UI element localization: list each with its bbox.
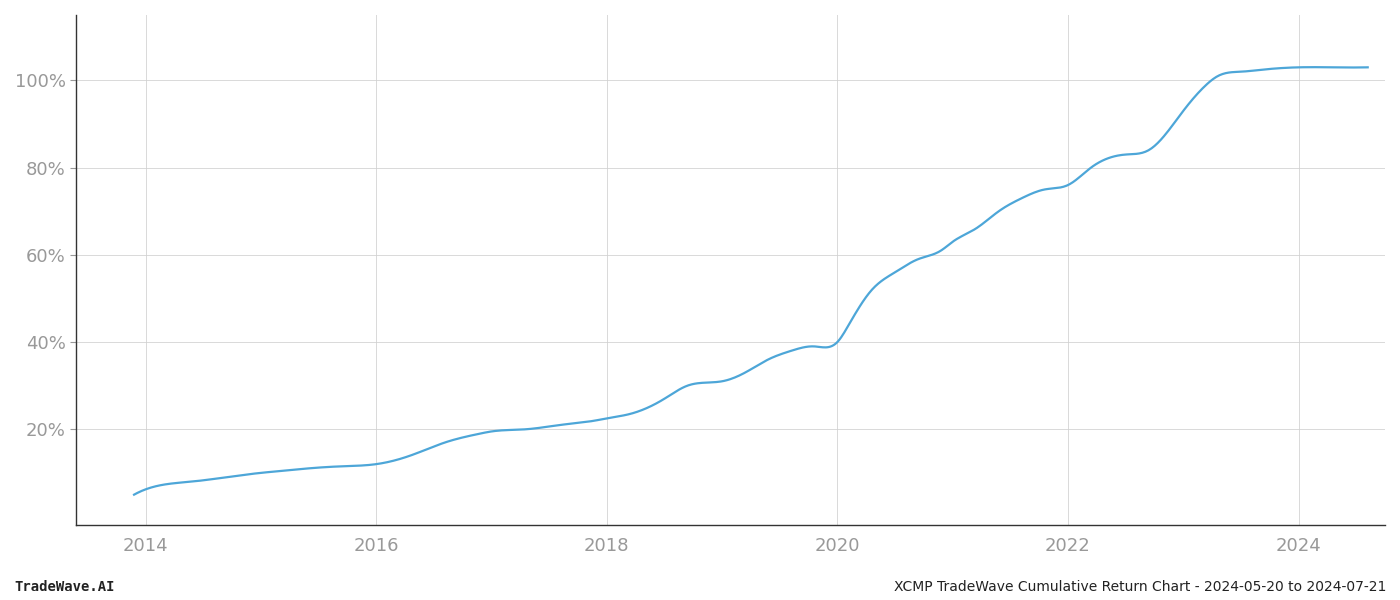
Text: XCMP TradeWave Cumulative Return Chart - 2024-05-20 to 2024-07-21: XCMP TradeWave Cumulative Return Chart -… <box>893 580 1386 594</box>
Text: TradeWave.AI: TradeWave.AI <box>14 580 115 594</box>
